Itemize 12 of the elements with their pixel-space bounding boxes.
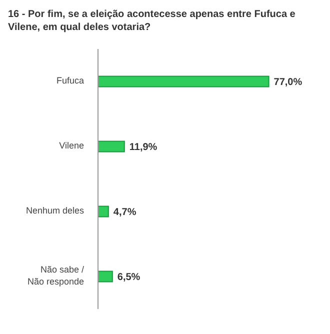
bar [98, 140, 125, 152]
y-tick-label: Nenhum deles [26, 206, 84, 216]
y-tick-label: Fufuca [56, 76, 84, 86]
data-label: 77,0% [274, 77, 302, 88]
data-label: 6,5% [117, 272, 140, 284]
bar [98, 270, 113, 282]
data-label: 11,9% [129, 142, 158, 154]
y-tick-label: Não sabe / Não responde [27, 264, 84, 287]
y-tick-label: Vilene [59, 140, 84, 151]
chart-title: 16 - Por fim, se a eleição acontecesse apenas entre Fufuca e Vilene, em qual deles votaria? [8, 8, 296, 34]
data-label: 4,7% [113, 207, 136, 218]
bar [98, 76, 270, 88]
